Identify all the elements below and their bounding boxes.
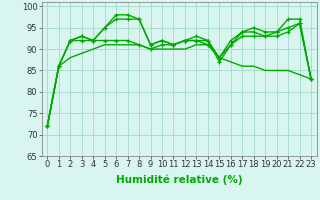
X-axis label: Humidité relative (%): Humidité relative (%) <box>116 175 243 185</box>
